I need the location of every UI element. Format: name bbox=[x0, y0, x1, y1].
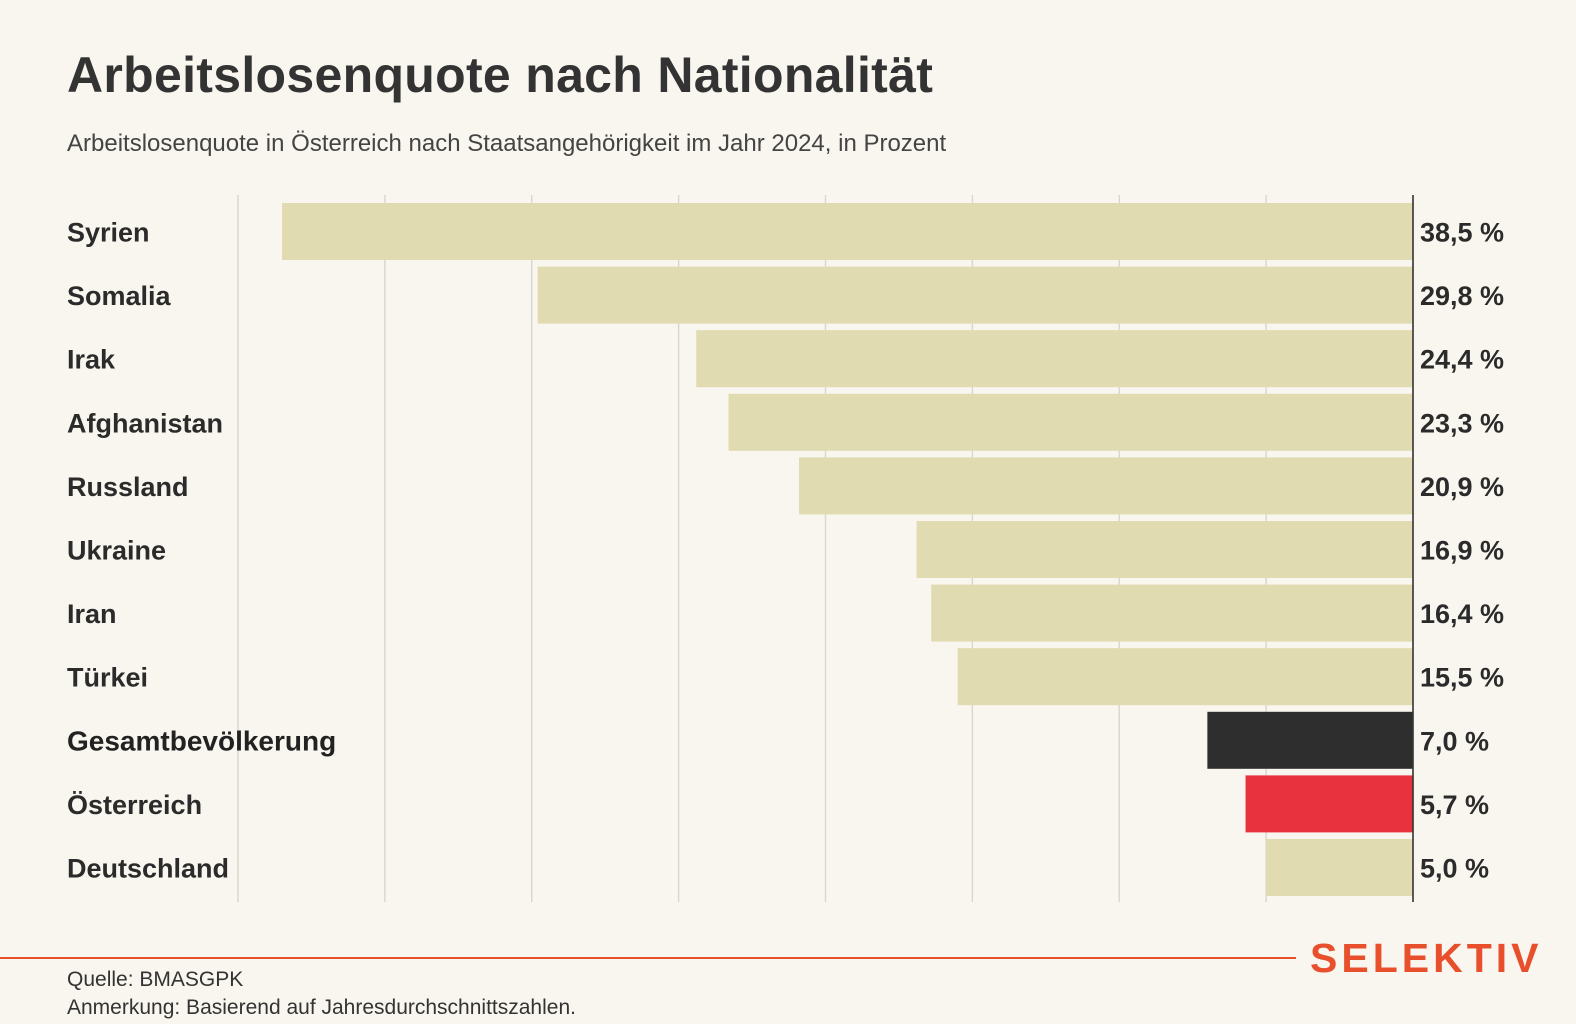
bar-2 bbox=[696, 330, 1413, 388]
footer-divider bbox=[0, 957, 1296, 959]
source-note: Quelle: BMASGPK bbox=[67, 968, 244, 991]
bar-1 bbox=[537, 266, 1413, 324]
value-label: 5,0 % bbox=[1420, 854, 1489, 884]
bar-7 bbox=[957, 648, 1413, 706]
category-label: Gesamtbevölkerung bbox=[67, 725, 336, 756]
value-label: 23,3 % bbox=[1420, 408, 1504, 438]
value-label: 29,8 % bbox=[1420, 281, 1504, 311]
chart-subtitle: Arbeitslosenquote in Österreich nach Sta… bbox=[67, 130, 947, 157]
bar-9 bbox=[1245, 775, 1413, 833]
category-label: Österreich bbox=[67, 790, 202, 820]
value-label: 24,4 % bbox=[1420, 345, 1504, 375]
value-label: 16,9 % bbox=[1420, 536, 1504, 566]
category-label: Afghanistan bbox=[67, 408, 223, 438]
category-label: Russland bbox=[67, 472, 189, 502]
brand-logo: SELEKTIV bbox=[1310, 935, 1543, 981]
chart-title: Arbeitslosenquote nach Nationalität bbox=[67, 47, 934, 103]
footnote: Anmerkung: Basierend auf Jahresdurchschn… bbox=[67, 996, 576, 1019]
bar-6 bbox=[931, 584, 1413, 642]
bar-5 bbox=[916, 521, 1413, 578]
value-label: 15,5 % bbox=[1420, 663, 1504, 693]
value-label: 5,7 % bbox=[1420, 790, 1489, 820]
value-label: 16,4 % bbox=[1420, 599, 1504, 629]
value-label: 20,9 % bbox=[1420, 472, 1504, 502]
category-label: Irak bbox=[67, 345, 116, 375]
bar-4 bbox=[799, 457, 1413, 515]
bar-10 bbox=[1266, 839, 1413, 896]
category-label: Ukraine bbox=[67, 536, 166, 566]
value-label: 38,5 % bbox=[1420, 218, 1504, 248]
bar-8 bbox=[1207, 711, 1413, 769]
bar-0 bbox=[282, 203, 1413, 260]
category-label: Türkei bbox=[67, 663, 148, 693]
bar-chart: Syrien 38,5 % Somalia 29,8 % Irak 24,4 % Afgha… bbox=[67, 195, 1504, 902]
category-label: Syrien bbox=[67, 218, 150, 248]
bar-3 bbox=[728, 393, 1413, 451]
value-label: 7,0 % bbox=[1420, 726, 1489, 756]
category-label: Iran bbox=[67, 599, 117, 629]
category-label: Somalia bbox=[67, 281, 172, 311]
category-label: Deutschland bbox=[67, 854, 229, 884]
